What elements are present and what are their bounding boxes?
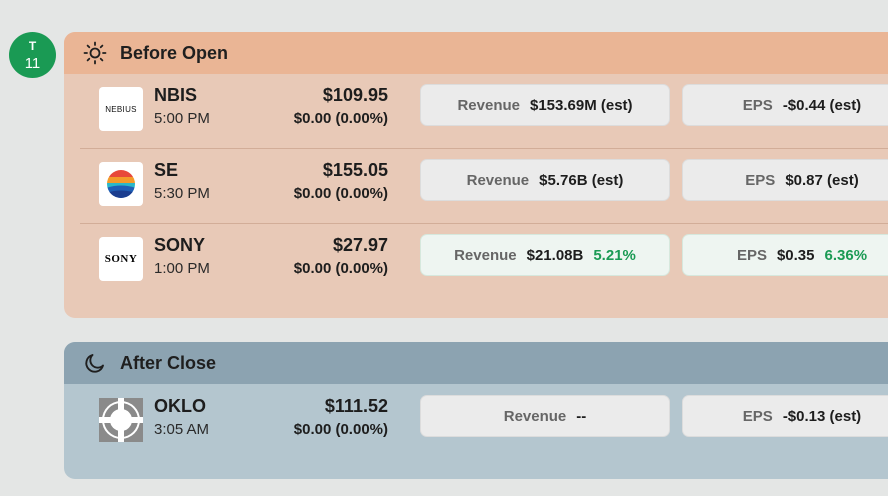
revenue-value: -- (576, 407, 587, 425)
ticker[interactable]: SE (154, 160, 179, 180)
ticker[interactable]: NBIS (154, 85, 198, 105)
se-logo (99, 162, 143, 206)
revenue-value: $153.69M (est) (529, 96, 633, 114)
oklo-logo (99, 398, 143, 442)
eps-label: EPS (742, 407, 773, 425)
price: $109.95 (322, 85, 388, 105)
section-before-open: Before Open NEBIUS NBIS 5:00 PM $109.95 … (64, 32, 888, 318)
eps-label: EPS (736, 246, 767, 264)
logo-text: NEBIUS (105, 104, 137, 114)
revenue-label: Revenue (457, 96, 520, 114)
section-title: Before Open (120, 42, 229, 63)
nebius-logo: NEBIUS (99, 87, 143, 131)
date-day-of-week: T (28, 38, 37, 53)
sun-icon (82, 40, 108, 66)
eps-value: -$0.44 (est) (782, 96, 862, 114)
eps-surprise-pct: 6.36% (824, 246, 868, 264)
earnings-row-oklo[interactable]: OKLO 3:05 AM $111.52 $0.00 (0.00%) Reven… (80, 385, 888, 459)
revenue-pill[interactable]: Revenue $153.69M (est) (420, 84, 670, 126)
price-change: $0.00 (0.00%) (293, 110, 388, 127)
earnings-row-se[interactable]: SE 5:30 PM $155.05 $0.00 (0.00%) Revenue… (80, 148, 888, 223)
revenue-value: $21.08B (526, 246, 584, 264)
report-time: 1:00 PM (154, 260, 210, 277)
section-title: After Close (120, 352, 217, 373)
eps-value: -$0.13 (est) (782, 407, 862, 425)
revenue-value: $5.76B (est) (539, 171, 624, 189)
eps-value: $0.35 (776, 246, 815, 264)
price: $27.97 (332, 235, 388, 255)
price: $111.52 (324, 396, 388, 416)
eps-pill[interactable]: EPS $0.35 6.36% (682, 234, 888, 276)
price-change: $0.00 (0.00%) (293, 260, 388, 277)
report-time: 5:00 PM (154, 110, 210, 127)
revenue-pill[interactable]: Revenue -- (420, 395, 670, 437)
logo-text: SONY (104, 253, 138, 265)
eps-value: $0.87 (est) (785, 171, 859, 189)
revenue-surprise-pct: 5.21% (593, 246, 636, 264)
sony-logo: SONY (99, 237, 143, 281)
eps-label: EPS (745, 171, 776, 189)
price-change: $0.00 (0.00%) (293, 185, 388, 202)
price-change: $0.00 (0.00%) (293, 421, 388, 438)
date-day-number: 11 (24, 54, 41, 72)
eps-pill[interactable]: EPS -$0.13 (est) (682, 395, 888, 437)
price: $155.05 (322, 160, 388, 180)
report-time: 3:05 AM (154, 421, 210, 438)
revenue-label: Revenue (466, 171, 530, 189)
eps-pill[interactable]: EPS $0.87 (est) (682, 159, 888, 201)
revenue-pill[interactable]: Revenue $21.08B 5.21% (420, 234, 670, 276)
revenue-label: Revenue (503, 407, 567, 425)
section-header: Before Open (64, 32, 888, 74)
eps-label: EPS (742, 96, 773, 114)
section-header: After Close (64, 342, 888, 384)
revenue-label: Revenue (454, 246, 517, 264)
revenue-pill[interactable]: Revenue $5.76B (est) (420, 159, 670, 201)
report-time: 5:30 PM (154, 185, 210, 202)
moon-icon (82, 350, 108, 376)
earnings-row-sony[interactable]: SONY SONY 1:00 PM $27.97 $0.00 (0.00%) R… (80, 223, 888, 298)
ticker[interactable]: OKLO (154, 396, 206, 416)
section-after-close: After Close OKLO 3:05 AM $111.52 $0.00 (… (64, 342, 888, 479)
eps-pill[interactable]: EPS -$0.44 (est) (682, 84, 888, 126)
earnings-row-nbis[interactable]: NEBIUS NBIS 5:00 PM $109.95 $0.00 (0.00%… (80, 74, 888, 148)
date-badge: T 11 (9, 32, 56, 78)
ticker[interactable]: SONY (154, 235, 206, 255)
